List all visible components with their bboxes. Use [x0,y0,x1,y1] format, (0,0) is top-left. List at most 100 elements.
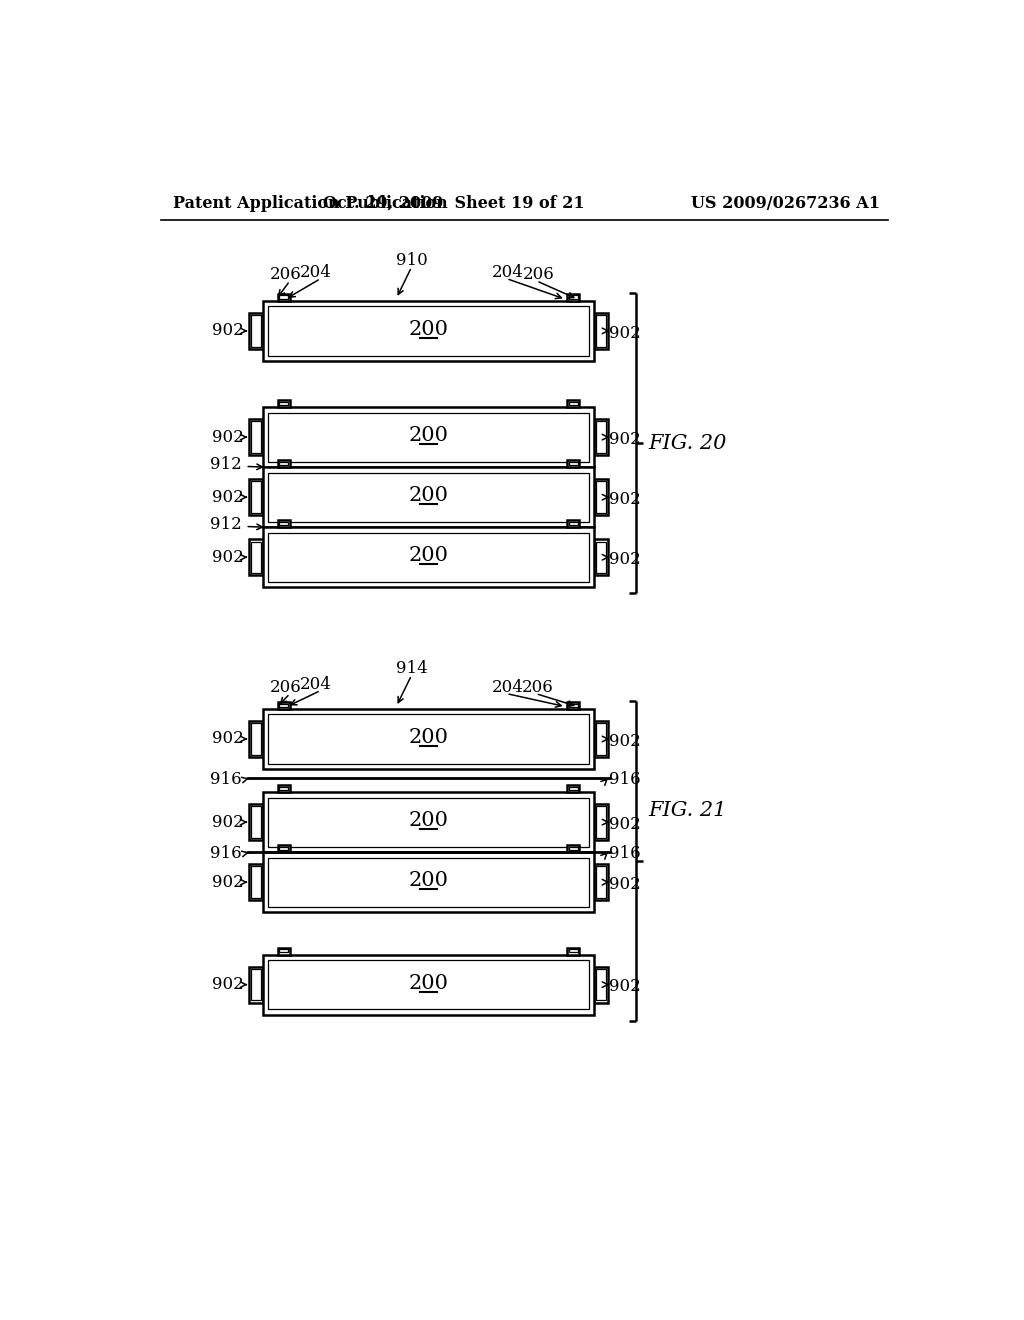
Text: FIG. 21: FIG. 21 [648,801,726,820]
Bar [594,420,608,455]
Bar [268,473,589,521]
Bar [252,723,261,755]
Bar [249,420,263,455]
Bar [249,313,263,348]
Bar [594,313,608,348]
Text: 902: 902 [212,322,244,339]
Bar [252,969,261,1001]
Bar [596,315,605,347]
Text: 902: 902 [609,430,641,447]
Bar [278,948,290,954]
Text: 912: 912 [210,457,242,474]
Bar [249,479,263,515]
Text: 200: 200 [409,486,449,506]
Bar [594,865,608,900]
Bar [568,847,578,850]
Bar [568,401,578,405]
Text: 902: 902 [212,730,244,747]
Text: 204: 204 [492,264,524,281]
Bar [568,787,578,789]
Bar [263,407,594,467]
Text: 902: 902 [212,488,244,506]
Text: 200: 200 [409,426,449,445]
Text: 902: 902 [212,813,244,830]
Text: 204: 204 [300,676,332,693]
Bar [278,785,290,792]
Text: 910: 910 [395,252,427,269]
Bar [596,541,605,573]
Bar [280,787,289,789]
Bar [567,294,580,301]
Text: 916: 916 [609,771,641,788]
Bar [596,807,605,838]
Bar [263,954,594,1015]
Bar [567,948,580,954]
Text: 200: 200 [409,810,449,830]
Text: FIG. 20: FIG. 20 [648,434,726,453]
Bar [594,966,608,1003]
Bar [280,401,289,405]
Bar [252,482,261,513]
Text: 200: 200 [409,319,449,339]
Bar [268,412,589,462]
Text: 200: 200 [409,974,449,993]
Bar [280,949,289,952]
Text: 204: 204 [300,264,332,281]
Text: 916: 916 [609,845,641,862]
Text: 902: 902 [609,816,641,833]
Text: 902: 902 [609,325,641,342]
Text: Oct. 29, 2009  Sheet 19 of 21: Oct. 29, 2009 Sheet 19 of 21 [324,194,585,211]
Bar [268,858,589,907]
Bar [252,866,261,898]
Bar [249,804,263,840]
Text: 200: 200 [409,727,449,747]
Bar [252,315,261,347]
Bar [567,785,580,792]
Text: 902: 902 [609,550,641,568]
Bar [280,521,289,525]
Text: 916: 916 [210,845,242,862]
Bar [249,865,263,900]
Bar [263,527,594,587]
Text: 206: 206 [523,267,555,284]
Bar [268,960,589,1010]
Bar [567,702,580,709]
Bar [278,294,290,301]
Bar [567,400,580,407]
Bar [567,520,580,527]
Bar [280,704,289,706]
Bar [594,721,608,756]
Bar [596,421,605,453]
Bar [594,804,608,840]
Bar [278,845,290,853]
Bar [252,421,261,453]
Bar [278,702,290,709]
Bar [249,966,263,1003]
Text: 902: 902 [609,491,641,508]
Text: US 2009/0267236 A1: US 2009/0267236 A1 [690,194,880,211]
Text: 204: 204 [492,678,524,696]
Text: 902: 902 [212,975,244,993]
Bar [268,714,589,763]
Bar [263,792,594,853]
Bar [596,969,605,1001]
Bar [263,301,594,360]
Text: 914: 914 [395,660,427,677]
Bar [249,721,263,756]
Bar [596,866,605,898]
Bar [596,723,605,755]
Text: 902: 902 [609,733,641,750]
Bar [594,479,608,515]
Text: 200: 200 [409,871,449,890]
Bar [568,296,578,298]
Bar [280,847,289,850]
Bar [280,296,289,298]
Text: 200: 200 [409,546,449,565]
Bar [268,797,589,847]
Bar [263,467,594,527]
Bar [278,400,290,407]
Text: 902: 902 [212,874,244,891]
Bar [568,462,578,465]
Bar [568,704,578,706]
Bar [594,540,608,576]
